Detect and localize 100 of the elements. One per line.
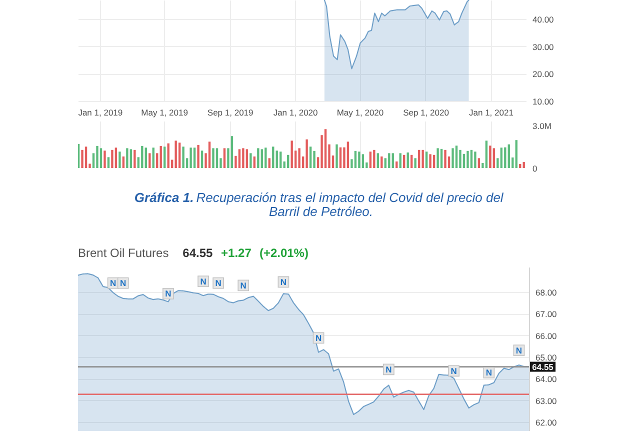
bar (260, 149, 264, 168)
bar (111, 150, 114, 168)
bar (197, 144, 200, 168)
bar (362, 154, 364, 168)
bar (410, 154, 413, 168)
data-label: N (386, 364, 392, 374)
text: Recuperación tras el impacto del Covid del precio del Barril de Petróleo. (196, 190, 504, 219)
y-tick-label: 10.00 (532, 96, 554, 106)
bar (216, 148, 218, 168)
bar (478, 158, 480, 168)
bar (178, 142, 181, 168)
x-tick-label: Jan 1, 2020 (273, 108, 318, 118)
bar (306, 139, 308, 168)
x-tick-label: Jan 1, 2019 (78, 108, 123, 118)
bar (238, 149, 241, 168)
bar (287, 154, 290, 168)
bar (272, 146, 274, 168)
data-label: N (315, 332, 322, 343)
y-tick-label: 64.00 (536, 374, 558, 384)
data-label: N (215, 278, 222, 288)
bar (78, 144, 80, 168)
bar (264, 148, 267, 168)
bar (429, 154, 432, 168)
bar (466, 150, 469, 168)
y-tick-label: 0 (532, 164, 538, 174)
bar (519, 164, 522, 168)
y-tick-label: 30.00 (532, 42, 554, 52)
ref-line-label: 64.55 (532, 362, 554, 372)
bar (164, 146, 166, 168)
bar (336, 144, 338, 168)
bar (160, 146, 162, 168)
text: 64.55 (182, 246, 213, 260)
bar (118, 152, 121, 168)
bar (403, 154, 406, 168)
bar (313, 150, 316, 168)
bar (388, 153, 390, 168)
bar (144, 148, 147, 168)
bar (122, 156, 125, 168)
bar (250, 153, 252, 168)
bar (474, 152, 476, 168)
bar (455, 146, 458, 168)
data-label: N (280, 276, 287, 287)
bar (508, 144, 510, 168)
bar (440, 148, 443, 168)
bar (324, 129, 327, 168)
bar (373, 150, 376, 168)
x-tick-label: Jan 1, 2021 (468, 108, 514, 118)
bar (358, 152, 360, 168)
bar (436, 148, 439, 168)
data-label: N (120, 278, 126, 288)
bar (485, 140, 488, 168)
bar (276, 150, 278, 168)
data-label: N (486, 368, 492, 378)
y-tick-label: 65.00 (536, 352, 558, 363)
x-tick-label: May 1, 2020 (336, 108, 384, 118)
bar (81, 150, 84, 168)
bar (399, 153, 402, 168)
bar (242, 148, 244, 168)
bar (309, 146, 312, 168)
bar (126, 148, 128, 168)
text: (+2.01%) (259, 246, 308, 260)
bar (392, 153, 394, 168)
bar (470, 150, 473, 168)
data-label: N (240, 280, 246, 290)
y-tick-label: 68.00 (536, 287, 558, 298)
bar (432, 154, 436, 168)
bar (425, 152, 428, 168)
bar (104, 150, 106, 168)
bar (208, 142, 211, 168)
y-tick-label: 67.00 (536, 309, 558, 320)
y-tick-label: 66.00 (536, 330, 558, 341)
text: +1.27 (221, 246, 252, 260)
bar (152, 148, 154, 168)
x-tick-label: May 1, 2019 (141, 108, 188, 118)
data-label: N (165, 288, 172, 299)
bar (212, 148, 214, 168)
bar (369, 152, 372, 168)
bar (339, 147, 342, 168)
bar (354, 150, 357, 168)
bar (200, 150, 204, 168)
bar (253, 156, 256, 168)
bar (346, 142, 350, 168)
bar (462, 154, 466, 168)
y-tick-label: 40.00 (532, 14, 554, 24)
bar (452, 148, 454, 168)
bar (130, 149, 132, 168)
y-tick-label: 62.00 (536, 418, 558, 428)
bar (141, 146, 144, 168)
bar (280, 152, 282, 168)
bar (290, 140, 293, 168)
bar (114, 148, 118, 168)
bar (422, 150, 424, 168)
bar (167, 143, 170, 168)
y-tick-label: 63.00 (536, 396, 558, 406)
bar (515, 140, 518, 168)
bar (406, 152, 409, 168)
bar (444, 150, 446, 168)
data-label: N (450, 366, 457, 376)
bar (100, 148, 102, 168)
text: Gráfica 1. (134, 190, 194, 205)
